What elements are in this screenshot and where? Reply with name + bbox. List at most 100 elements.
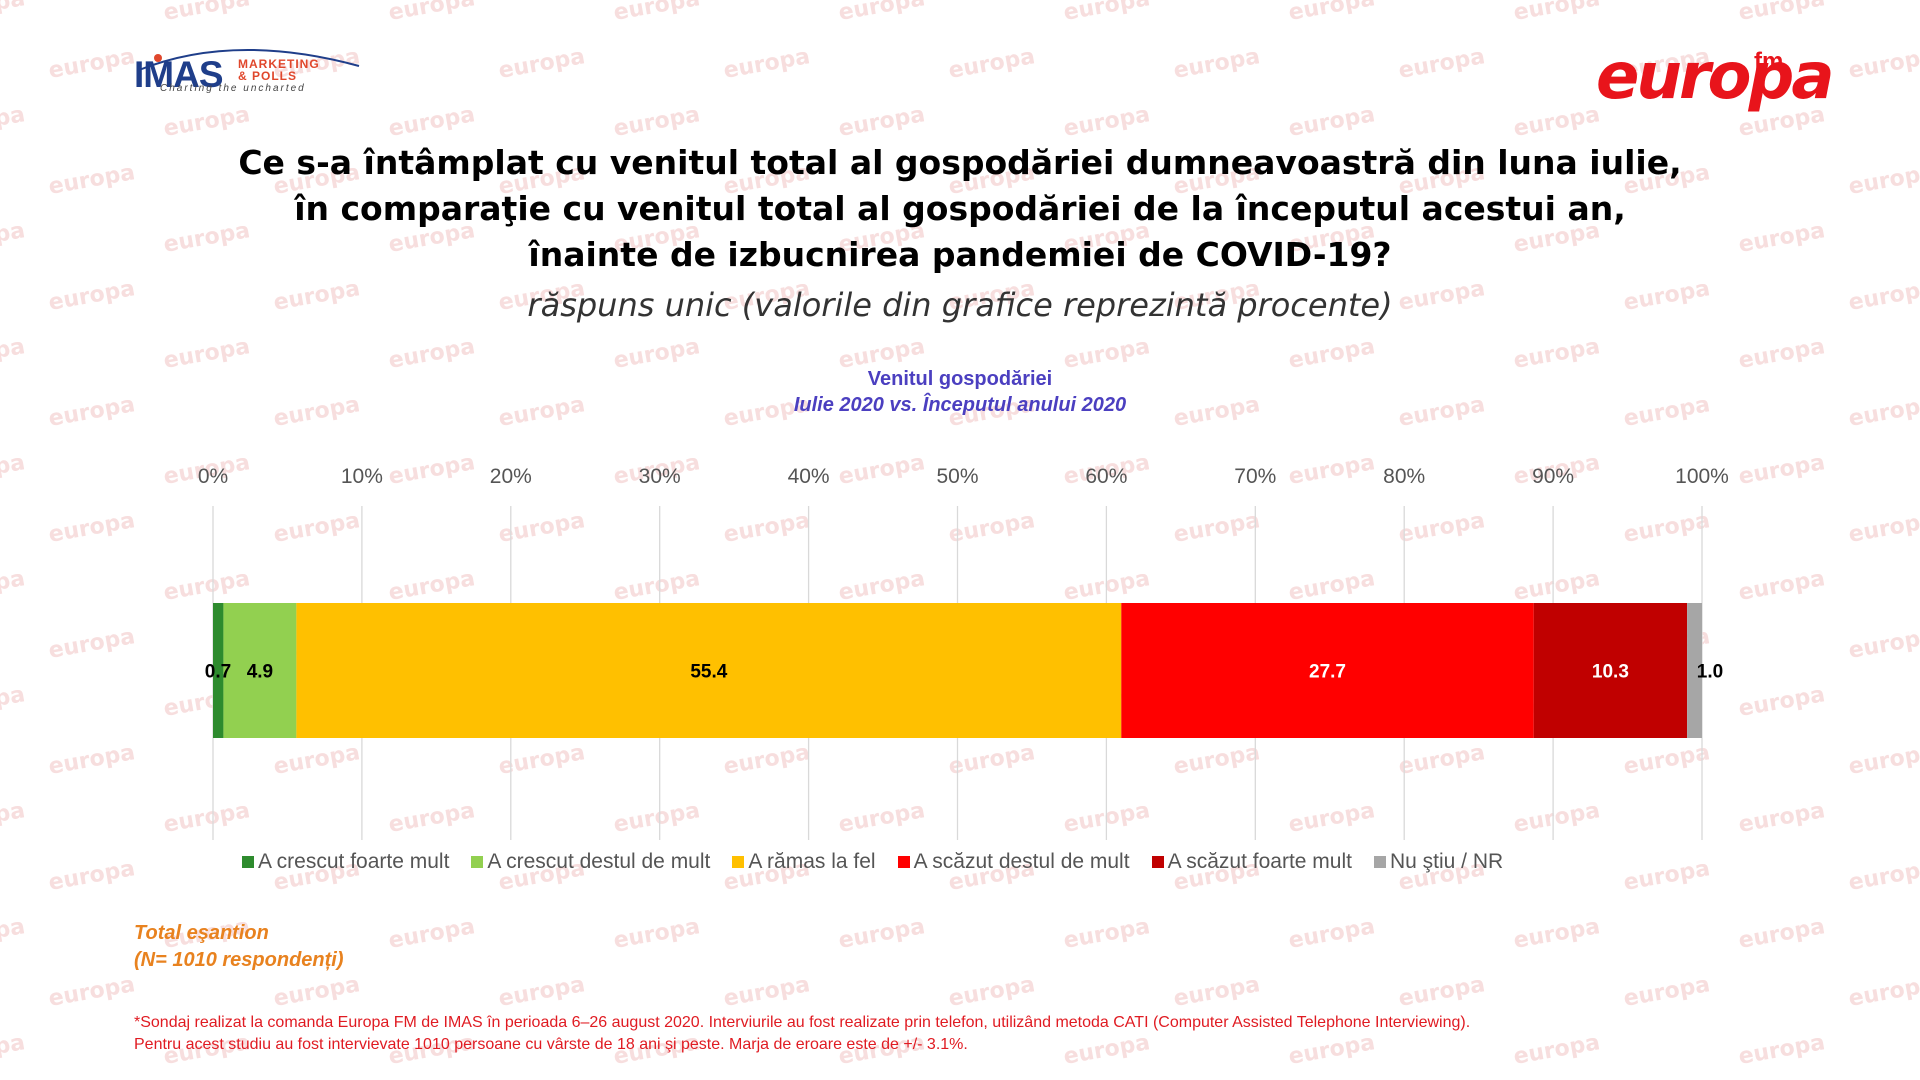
stacked-bar-chart: 0% 10% 20% 30% 40% 50% 60% 70% 80% 90% 100% 0.7 4.9 5… (198, 465, 1729, 840)
footnote: *Sondaj realizat la comanda Europa FM de… (134, 1012, 1470, 1056)
watermark-text: europa (162, 102, 252, 142)
imas-logo-sub-line2: & POLLS (238, 69, 298, 83)
legend-label: Nu ştiu / NR (1389, 850, 1504, 873)
x-tick-label: 30% (639, 465, 681, 488)
watermark-text: europa (947, 44, 1037, 84)
watermark-text: europa (947, 972, 1037, 1012)
data-label: 0.7 (205, 662, 231, 683)
sample-size-note: Total eşantion (N= 1010 respondenți) (134, 920, 344, 974)
legend-swatch (471, 856, 484, 868)
watermark-text: europa (612, 102, 702, 142)
chart-legend: A crescut foarte mult A crescut destul de… (242, 848, 1525, 876)
page-subtitle: răspuns unic (valorile din grafice repre… (527, 286, 1393, 324)
watermark-text: europa (162, 0, 252, 26)
imas-logo-word: IMAS (134, 54, 223, 95)
bar-segment (296, 603, 1122, 738)
europa-logo-fm: fm (1754, 48, 1784, 75)
legend-item: Nu ştiu / NR (1373, 850, 1504, 874)
bar-segment (213, 603, 224, 738)
watermark-text: europa (1287, 102, 1377, 142)
watermark-text: europa (387, 0, 477, 26)
watermark-text: europa (387, 102, 477, 142)
watermark-text: europa (837, 914, 927, 954)
watermark-text: europa (387, 914, 477, 954)
watermark-text: europa (837, 102, 927, 142)
watermark-text: europa (1737, 0, 1827, 26)
bar-segment (1533, 603, 1688, 738)
watermark-text: europa (612, 0, 702, 26)
page-title-line-2: în comparaţie cu venitul total al gospod… (294, 189, 1626, 228)
watermark-text: europa (0, 1030, 27, 1070)
watermark-text: europa (837, 0, 927, 26)
bar-segment (1687, 603, 1702, 738)
watermark-text: europa (1172, 44, 1262, 84)
legend-item: A scăzut foarte mult (1151, 850, 1352, 874)
x-tick-label: 40% (788, 465, 830, 488)
bar-segment (1121, 603, 1534, 738)
imas-logo-sub-line1: MARKETING (238, 57, 320, 71)
imas-logo-tagline: Charting the uncharted (160, 83, 306, 94)
watermark-text: europa (1062, 102, 1152, 142)
watermark-text: europa (47, 44, 137, 84)
watermark-text: europa (722, 44, 812, 84)
sample-size-line-1: Total eşantion (134, 922, 269, 944)
imas-logo-arc (138, 49, 360, 71)
legend-item: A crescut foarte mult (242, 850, 449, 874)
legend-label: A crescut destul de mult (487, 850, 711, 873)
x-tick-label: 20% (490, 465, 532, 488)
legend-swatch (242, 856, 254, 868)
x-tick-label: 60% (1085, 465, 1127, 488)
data-label: 4.9 (247, 662, 273, 683)
watermark-text: europa (1847, 972, 1920, 1012)
watermark-text: europa (1062, 0, 1152, 26)
chart-subtitle: Iulie 2020 vs. Începutul anului 2020 (793, 394, 1127, 416)
page-title: Ce s-a întâmplat cu venitul total al gos… (0, 140, 1920, 278)
legend-label: A rămas la fel (748, 850, 876, 873)
x-tick-label: 0% (198, 465, 228, 488)
legend-swatch (897, 856, 910, 868)
data-label: 10.3 (1592, 662, 1629, 683)
europa-fm-logo: europa fm (1596, 40, 1858, 114)
legend-item: A crescut destul de mult (471, 850, 710, 874)
bar-segment (223, 603, 297, 738)
watermark-text: europa (1287, 914, 1377, 954)
watermark-text: europa (1622, 972, 1712, 1012)
watermark-text: europa (1287, 0, 1377, 26)
watermark-text: europa (497, 972, 587, 1012)
watermark-text: europa (0, 0, 27, 26)
watermark-text: europa (47, 972, 137, 1012)
x-tick-label: 10% (341, 465, 383, 488)
data-label: 1.0 (1697, 662, 1723, 683)
watermark-text: europa (1512, 0, 1602, 26)
footnote-line-1: *Sondaj realizat la comanda Europa FM de… (134, 1014, 1471, 1031)
footnote-line-2: Pentru acest studiu au fost intervievate… (134, 1036, 968, 1053)
watermark-text: europa (1062, 914, 1152, 954)
x-tick-label: 50% (936, 465, 978, 488)
watermark-text: europa (0, 102, 27, 142)
watermark-text: europa (1737, 914, 1827, 954)
sample-size-line-2: (N= 1010 respondenți) (134, 949, 344, 971)
legend-label: A crescut foarte mult (258, 850, 450, 873)
watermark-text: europa (1397, 44, 1487, 84)
watermark-text: europa (1512, 102, 1602, 142)
watermark-text: europa (612, 914, 702, 954)
watermark-text: europa (1512, 1030, 1602, 1070)
legend-swatch (1151, 856, 1164, 868)
data-label: 27.7 (1309, 662, 1346, 683)
legend-item: A scăzut destul de mult (897, 850, 1130, 874)
chart-title: Venitul gospodăriei (867, 368, 1053, 390)
watermark-text: europa (1172, 972, 1262, 1012)
legend-swatch (732, 856, 745, 868)
page-title-line-3: înainte de izbucnirea pandemiei de COVID… (528, 235, 1392, 274)
watermark-text: europa (497, 44, 587, 84)
data-label: 55.4 (690, 662, 727, 683)
watermark-text: europa (1397, 972, 1487, 1012)
legend-label: A scăzut destul de mult (913, 850, 1130, 873)
x-tick-label: 70% (1234, 465, 1276, 488)
watermark-text: europa (0, 914, 27, 954)
imas-logo: IMAS MARKETING & POLLS Charting the unch… (134, 40, 364, 102)
legend-item: A rămas la fel (732, 850, 876, 874)
page-title-line-1: Ce s-a întâmplat cu venitul total al gos… (238, 143, 1682, 182)
x-tick-label: 90% (1532, 465, 1574, 488)
europa-logo-word: europa (1596, 40, 1834, 114)
